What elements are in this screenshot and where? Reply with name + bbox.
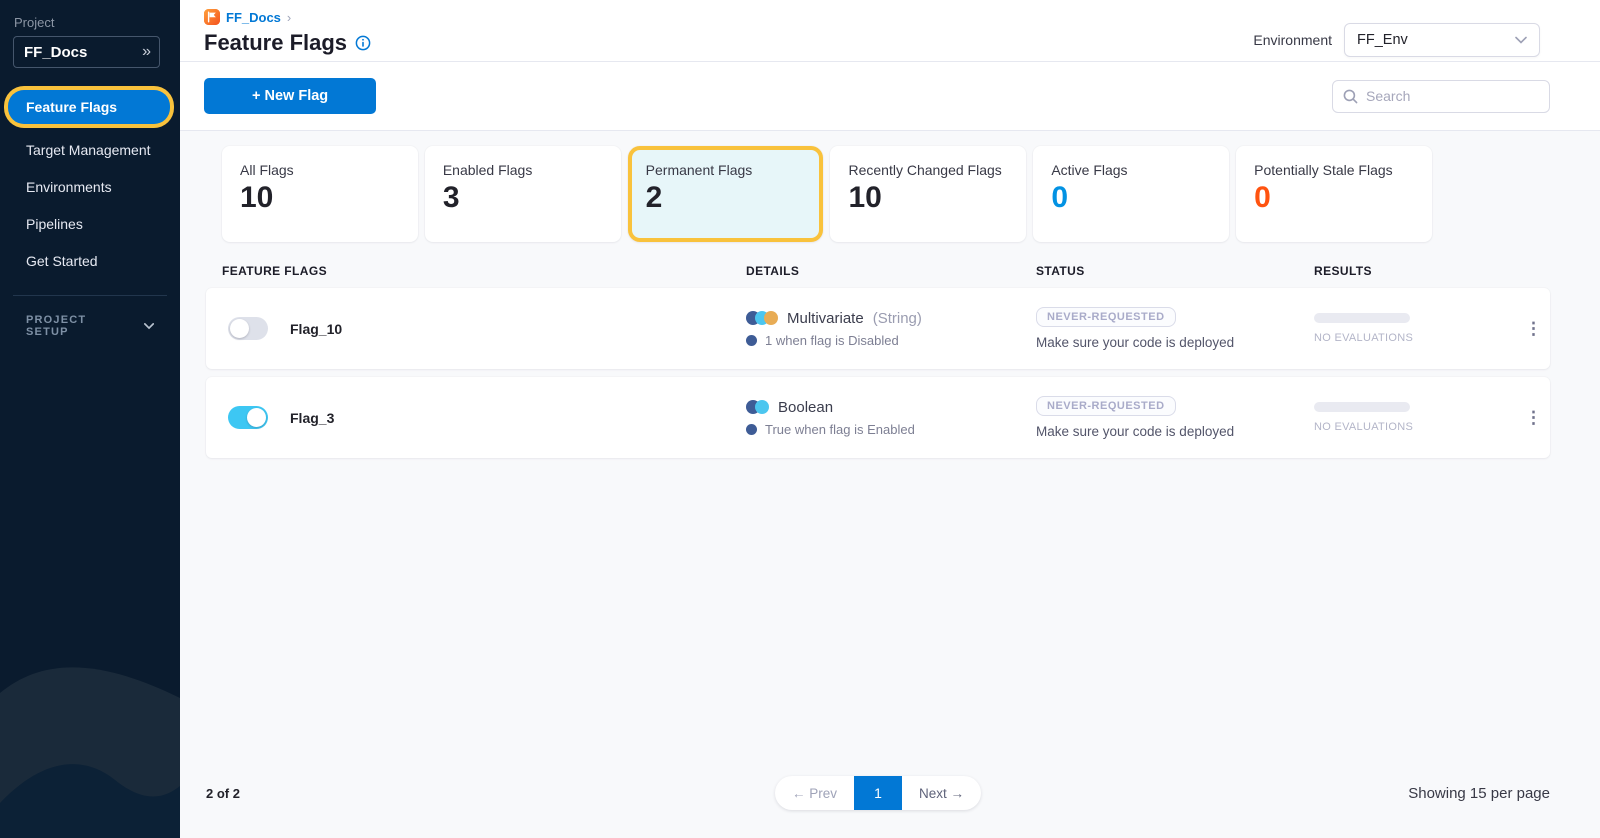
stat-label: Recently Changed Flags [848, 162, 1002, 178]
toolbar: + New Flag [180, 62, 1600, 131]
flag-name-link[interactable]: Flag_3 [290, 409, 335, 426]
chevron-down-icon [1515, 36, 1527, 44]
flag-toggle[interactable] [228, 406, 268, 429]
stat-value: 0 [1051, 181, 1068, 214]
flag-type-suffix: (String) [872, 309, 922, 327]
page-number-button[interactable]: 1 [854, 776, 902, 810]
project-setup-label: PROJECT SETUP [26, 314, 87, 338]
table-row: Flag_10 Multivariate (String) 1 when fla… [206, 288, 1550, 369]
flag-toggle[interactable] [228, 317, 268, 340]
row-options-menu-icon[interactable]: ⋮ [1525, 319, 1542, 338]
breadcrumb: FF_Docs › [204, 8, 371, 26]
column-header-results: RESULTS [1314, 264, 1372, 278]
pagination: ← Prev 1 Next → [774, 776, 982, 810]
environment-label: Environment [1253, 31, 1332, 48]
showing-per-page-text: Showing 15 per page [1408, 784, 1550, 802]
stat-label: Permanent Flags [645, 162, 753, 178]
flag-type: Multivariate [787, 309, 864, 327]
sidebar-item-environments[interactable]: Environments [26, 179, 112, 195]
stat-card-recently-changed-flags[interactable]: Recently Changed Flags 10 [830, 146, 1027, 242]
new-flag-button[interactable]: + New Flag [204, 78, 377, 114]
project-name: FF_Docs [24, 43, 88, 61]
stat-value: 2 [645, 181, 663, 214]
sidebar-item-target-management[interactable]: Target Management [26, 142, 151, 158]
stat-card-all-flags[interactable]: All Flags 10 [222, 146, 418, 242]
evaluations-text: NO EVALUATIONS [1314, 421, 1414, 433]
stat-label: All Flags [240, 162, 294, 178]
stat-card-enabled-flags[interactable]: Enabled Flags 3 [424, 146, 621, 242]
flag-type: Boolean [778, 398, 834, 416]
flag-name-link[interactable]: Flag_10 [290, 320, 343, 337]
boolean-type-icon [746, 400, 769, 414]
multivariate-type-icon [746, 311, 778, 325]
project-selector[interactable]: FF_Docs » [13, 36, 160, 68]
flag-stats-row: All Flags 10 Enabled Flags 3 Permanent F… [222, 146, 1432, 242]
stat-value: 10 [848, 181, 882, 214]
project-label: Project [14, 15, 55, 30]
project-setup-section[interactable]: PROJECT SETUP [0, 296, 180, 356]
table-footer: 2 of 2 ← Prev 1 Next → Showing 15 per pa… [206, 776, 1550, 838]
sidebar-item-pipelines[interactable]: Pipelines [26, 216, 83, 232]
sidebar-divider [13, 295, 167, 296]
feature-flags-logo-icon [204, 9, 220, 25]
evaluations-bar [1314, 402, 1410, 412]
info-icon[interactable] [355, 35, 371, 51]
evaluations-bar [1314, 313, 1410, 323]
status-badge: NEVER-REQUESTED [1036, 396, 1176, 416]
column-header-status: STATUS [1036, 264, 1085, 278]
default-rule-text: True when flag is Enabled [765, 421, 915, 437]
status-hint-text: Make sure your code is deployed [1036, 335, 1235, 350]
stat-card-active-flags[interactable]: Active Flags 0 [1033, 146, 1230, 242]
status-badge: NEVER-REQUESTED [1036, 307, 1176, 327]
expand-sidebar-icon[interactable]: » [142, 43, 151, 60]
stat-label: Potentially Stale Flags [1254, 162, 1393, 178]
evaluations-text: NO EVALUATIONS [1314, 332, 1414, 344]
stat-value: 3 [442, 181, 460, 214]
chevron-down-icon [143, 323, 154, 330]
stat-label: Enabled Flags [442, 162, 533, 178]
sidebar-item-get-started[interactable]: Get Started [26, 253, 98, 269]
page-header: FF_Docs › Feature Flags Environment FF_E… [180, 0, 1600, 62]
table-row: Flag_3 Boolean True when flag is Enabled [206, 377, 1550, 458]
stat-label: Active Flags [1051, 162, 1128, 178]
search-input[interactable] [1366, 88, 1539, 104]
row-count-text: 2 of 2 [206, 785, 240, 801]
sidebar-nav: Feature Flags Target Management Environm… [0, 90, 180, 279]
environment-value: FF_Env [1357, 31, 1408, 48]
next-page-button[interactable]: Next → [919, 785, 965, 801]
sidebar: Project FF_Docs » Feature Flags Target M… [0, 0, 180, 838]
status-hint-text: Make sure your code is deployed [1036, 424, 1235, 439]
sidebar-item-feature-flags[interactable]: Feature Flags [8, 90, 170, 124]
search-icon [1343, 89, 1358, 103]
search-box[interactable] [1332, 79, 1550, 113]
stat-value: 0 [1254, 181, 1271, 214]
column-header-details: DETAILS [746, 264, 800, 278]
variation-dot-icon [746, 423, 757, 435]
breadcrumb-separator: › [286, 9, 292, 25]
main-area: FF_Docs › Feature Flags Environment FF_E… [180, 0, 1600, 838]
page-title: Feature Flags [204, 30, 348, 55]
table-header-row: FEATURE FLAGS DETAILS STATUS RESULTS [206, 250, 1550, 288]
column-header-feature-flags: FEATURE FLAGS [222, 264, 327, 278]
sidebar-decoration [0, 667, 180, 838]
content-area: All Flags 10 Enabled Flags 3 Permanent F… [180, 131, 1600, 838]
row-options-menu-icon[interactable]: ⋮ [1525, 408, 1542, 427]
environment-select[interactable]: FF_Env [1344, 22, 1540, 57]
prev-page-button[interactable]: ← Prev [791, 785, 837, 801]
breadcrumb-project-link[interactable]: FF_Docs [226, 9, 281, 25]
stat-card-potentially-stale-flags[interactable]: Potentially Stale Flags 0 [1236, 146, 1432, 242]
stat-value: 10 [240, 181, 274, 214]
stat-card-permanent-flags[interactable]: Permanent Flags 2 [627, 146, 824, 242]
variation-dot-icon [746, 334, 757, 346]
default-rule-text: 1 when flag is Disabled [765, 332, 899, 348]
